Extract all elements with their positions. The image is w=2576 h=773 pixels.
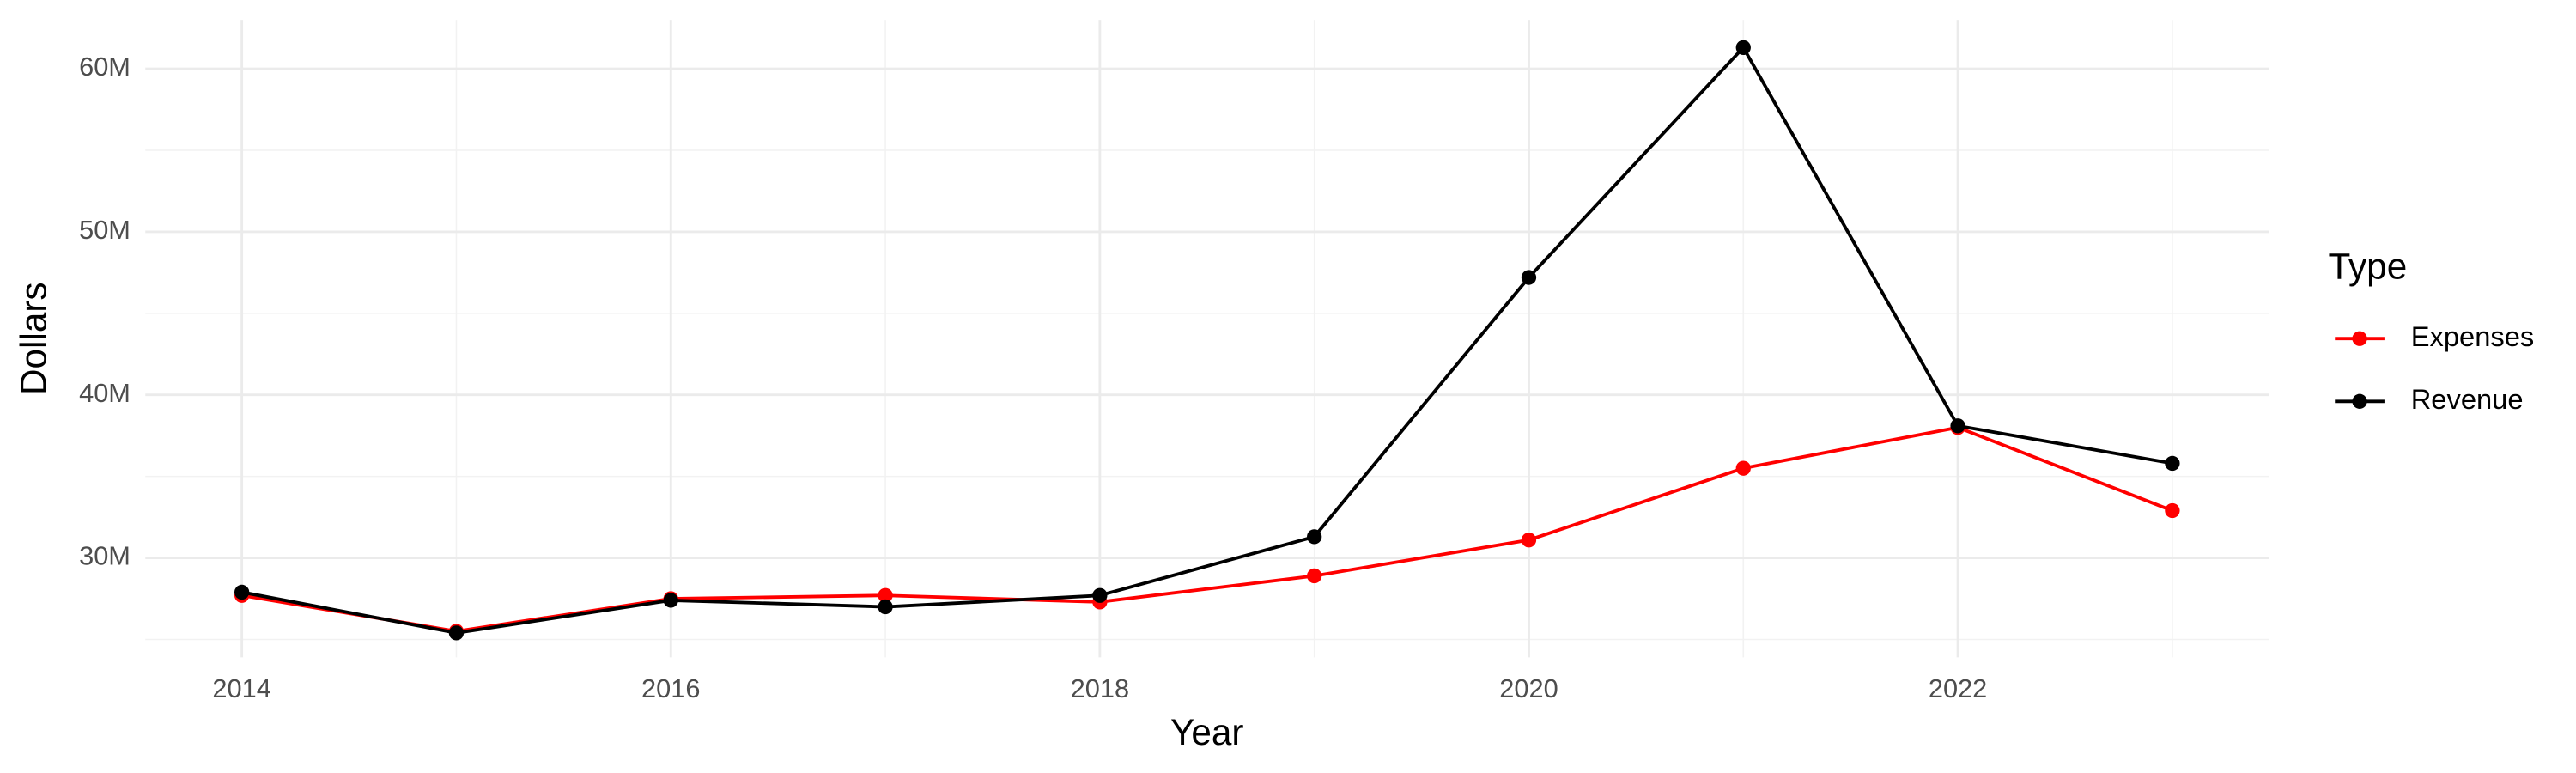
x-tick-label: 2022 xyxy=(1929,673,1987,703)
legend-label: Revenue xyxy=(2411,383,2524,415)
x-tick-label: 2020 xyxy=(1499,673,1558,703)
x-axis-title: Year xyxy=(1170,712,1243,752)
y-tick-label: 60M xyxy=(79,52,131,82)
legend-title: Type xyxy=(2329,247,2408,287)
data-point xyxy=(1092,587,1108,603)
y-tick-label: 50M xyxy=(79,215,131,245)
data-point xyxy=(1307,568,1322,584)
x-tick-label: 2018 xyxy=(1071,673,1129,703)
data-point xyxy=(234,584,250,600)
data-point xyxy=(2165,455,2180,472)
data-point xyxy=(1307,529,1322,545)
legend-label: Expenses xyxy=(2411,320,2535,352)
y-tick-label: 40M xyxy=(79,378,131,408)
data-point xyxy=(1950,418,1965,434)
data-point xyxy=(1735,40,1751,56)
series-line xyxy=(241,425,2173,633)
data-point xyxy=(1521,270,1537,285)
data-point xyxy=(663,593,678,608)
data-point xyxy=(1521,533,1537,548)
data-point xyxy=(2165,502,2180,519)
legend-key-point xyxy=(2352,331,2367,346)
data-point xyxy=(448,625,465,641)
legend-key-point xyxy=(2352,393,2367,409)
y-axis-title: Dollars xyxy=(13,282,53,395)
x-tick-label: 2016 xyxy=(641,673,700,703)
x-tick-label: 2014 xyxy=(212,673,270,703)
series-line xyxy=(241,45,2173,635)
data-point xyxy=(878,587,893,603)
y-tick-label: 30M xyxy=(79,541,131,571)
data-point xyxy=(878,599,893,615)
data-point xyxy=(1735,460,1751,476)
